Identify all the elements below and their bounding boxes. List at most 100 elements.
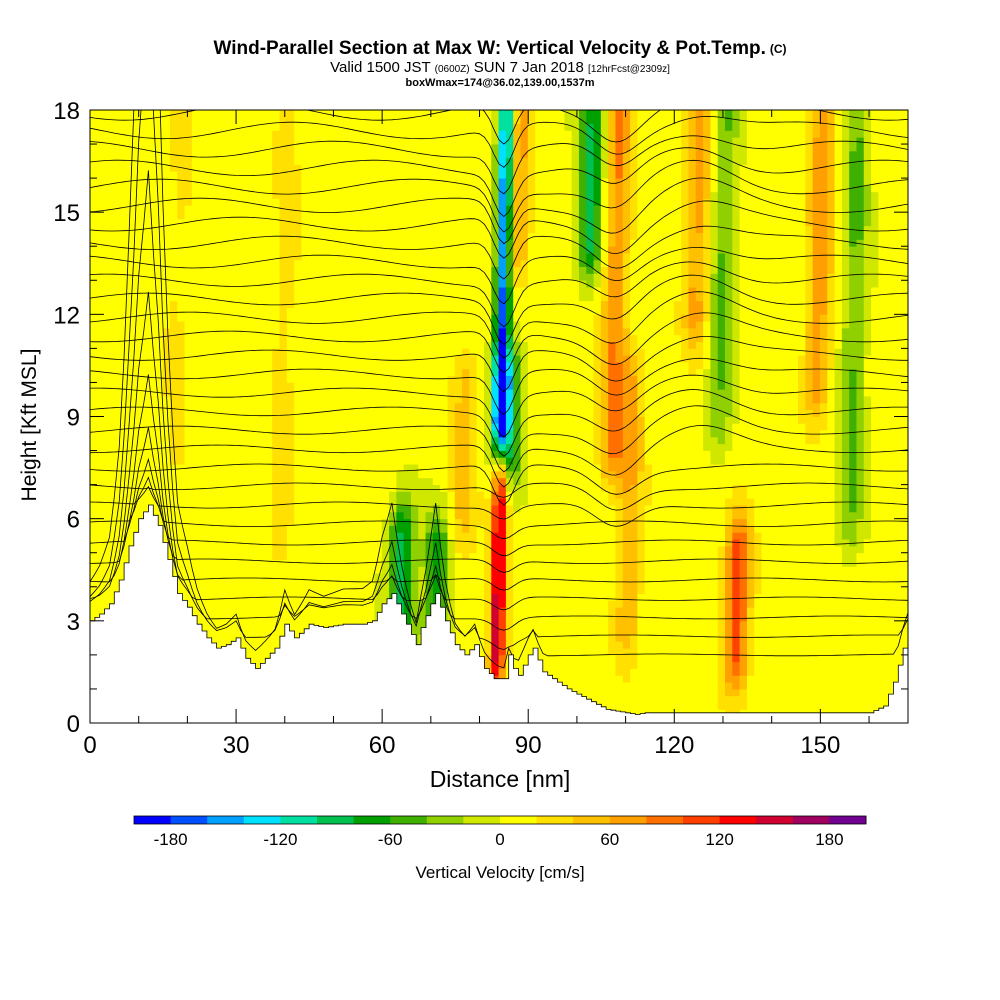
heat-cell [586,565,595,574]
heat-cell [746,688,756,697]
heat-cell [337,586,347,594]
heat-cell [410,545,420,554]
heat-cell [761,422,770,431]
heat-cell [819,634,829,642]
heat-cell [513,518,522,526]
heat-cell [827,620,836,629]
heat-cell [688,511,697,520]
heat-cell [863,681,872,690]
heat-cell [352,531,361,540]
heat-cell [199,620,208,629]
heat-cell [96,586,106,594]
heat-cell [462,538,471,547]
heat-cell [542,620,551,629]
heat-cell [184,565,193,574]
heat-cell [746,450,756,458]
heat-cell [630,668,639,676]
heat-cell [90,422,98,431]
heat-cell [316,525,325,533]
heat-cell [746,606,756,615]
heat-cell [389,470,398,479]
heat-cell [440,470,449,479]
heat-cell [703,647,712,656]
heat-cell [396,456,405,465]
heat-cell [666,422,675,431]
heat-cell [228,504,237,513]
heat-cell [827,518,836,526]
heat-cell [206,491,215,499]
heat-cell [900,600,908,608]
heat-cell [695,579,704,588]
heat-cell [586,600,595,608]
heat-cell [454,525,463,533]
heat-cell [688,674,697,683]
heat-cell [337,504,347,513]
heat-cell [827,600,836,608]
heat-cell [491,545,500,554]
heat-cell [564,525,573,533]
heat-cell [783,545,792,554]
heat-cell [637,456,646,465]
heat-cell [242,634,252,642]
heat-cell [279,552,288,560]
heat-cell [622,681,631,690]
heat-cell [673,429,682,438]
heat-cell [257,416,266,424]
heat-cell [374,477,383,486]
heat-cell [177,531,186,540]
heat-cell [301,470,310,479]
heat-cell [659,511,668,520]
heat-cell [600,661,609,669]
heat-cell [827,538,836,547]
heat-cell [827,525,836,533]
heat-cell [396,538,405,547]
heat-cell [593,586,602,594]
heat-cell [140,484,149,492]
heat-cell [849,552,858,560]
heat-cell [381,572,390,581]
heat-cell [812,688,821,697]
heat-cell [104,484,113,492]
heat-cell [717,702,726,710]
heat-cell [272,545,281,554]
heat-cell [155,477,164,486]
heat-cell [418,477,427,486]
heat-cell [323,443,332,451]
heat-cell [732,613,741,622]
heat-cell [279,565,288,574]
heat-cell [447,511,456,520]
heat-cell [447,572,456,581]
heat-cell [228,429,237,438]
heat-cell [491,531,500,540]
heat-cell [600,525,609,533]
heat-cell [476,586,485,594]
heat-cell [118,456,127,465]
heat-cell [308,456,317,465]
heat-cell [812,504,821,513]
heat-cell [410,511,420,520]
heat-cell [286,545,295,554]
heat-cell [491,436,500,445]
heat-cell [608,531,617,540]
heat-cell [666,593,675,601]
heat-cell [498,606,507,615]
heat-cell [242,416,252,424]
heat-cell [118,470,127,479]
heat-cell [871,654,880,663]
heat-cell [505,436,515,445]
heat-cell [432,470,441,479]
heat-cell [798,463,807,472]
heat-cell [330,579,339,588]
heat-cell [878,463,887,472]
heat-cell [703,497,712,506]
heat-cell [374,456,383,465]
heat-cell [885,661,894,669]
heat-cell [557,647,566,656]
heat-cell [783,436,792,445]
heat-cell [264,545,273,554]
heat-cell [133,511,142,520]
heat-cell [841,702,850,710]
heat-cell [703,668,712,676]
heat-cell [235,416,244,424]
heat-cell [776,647,785,656]
